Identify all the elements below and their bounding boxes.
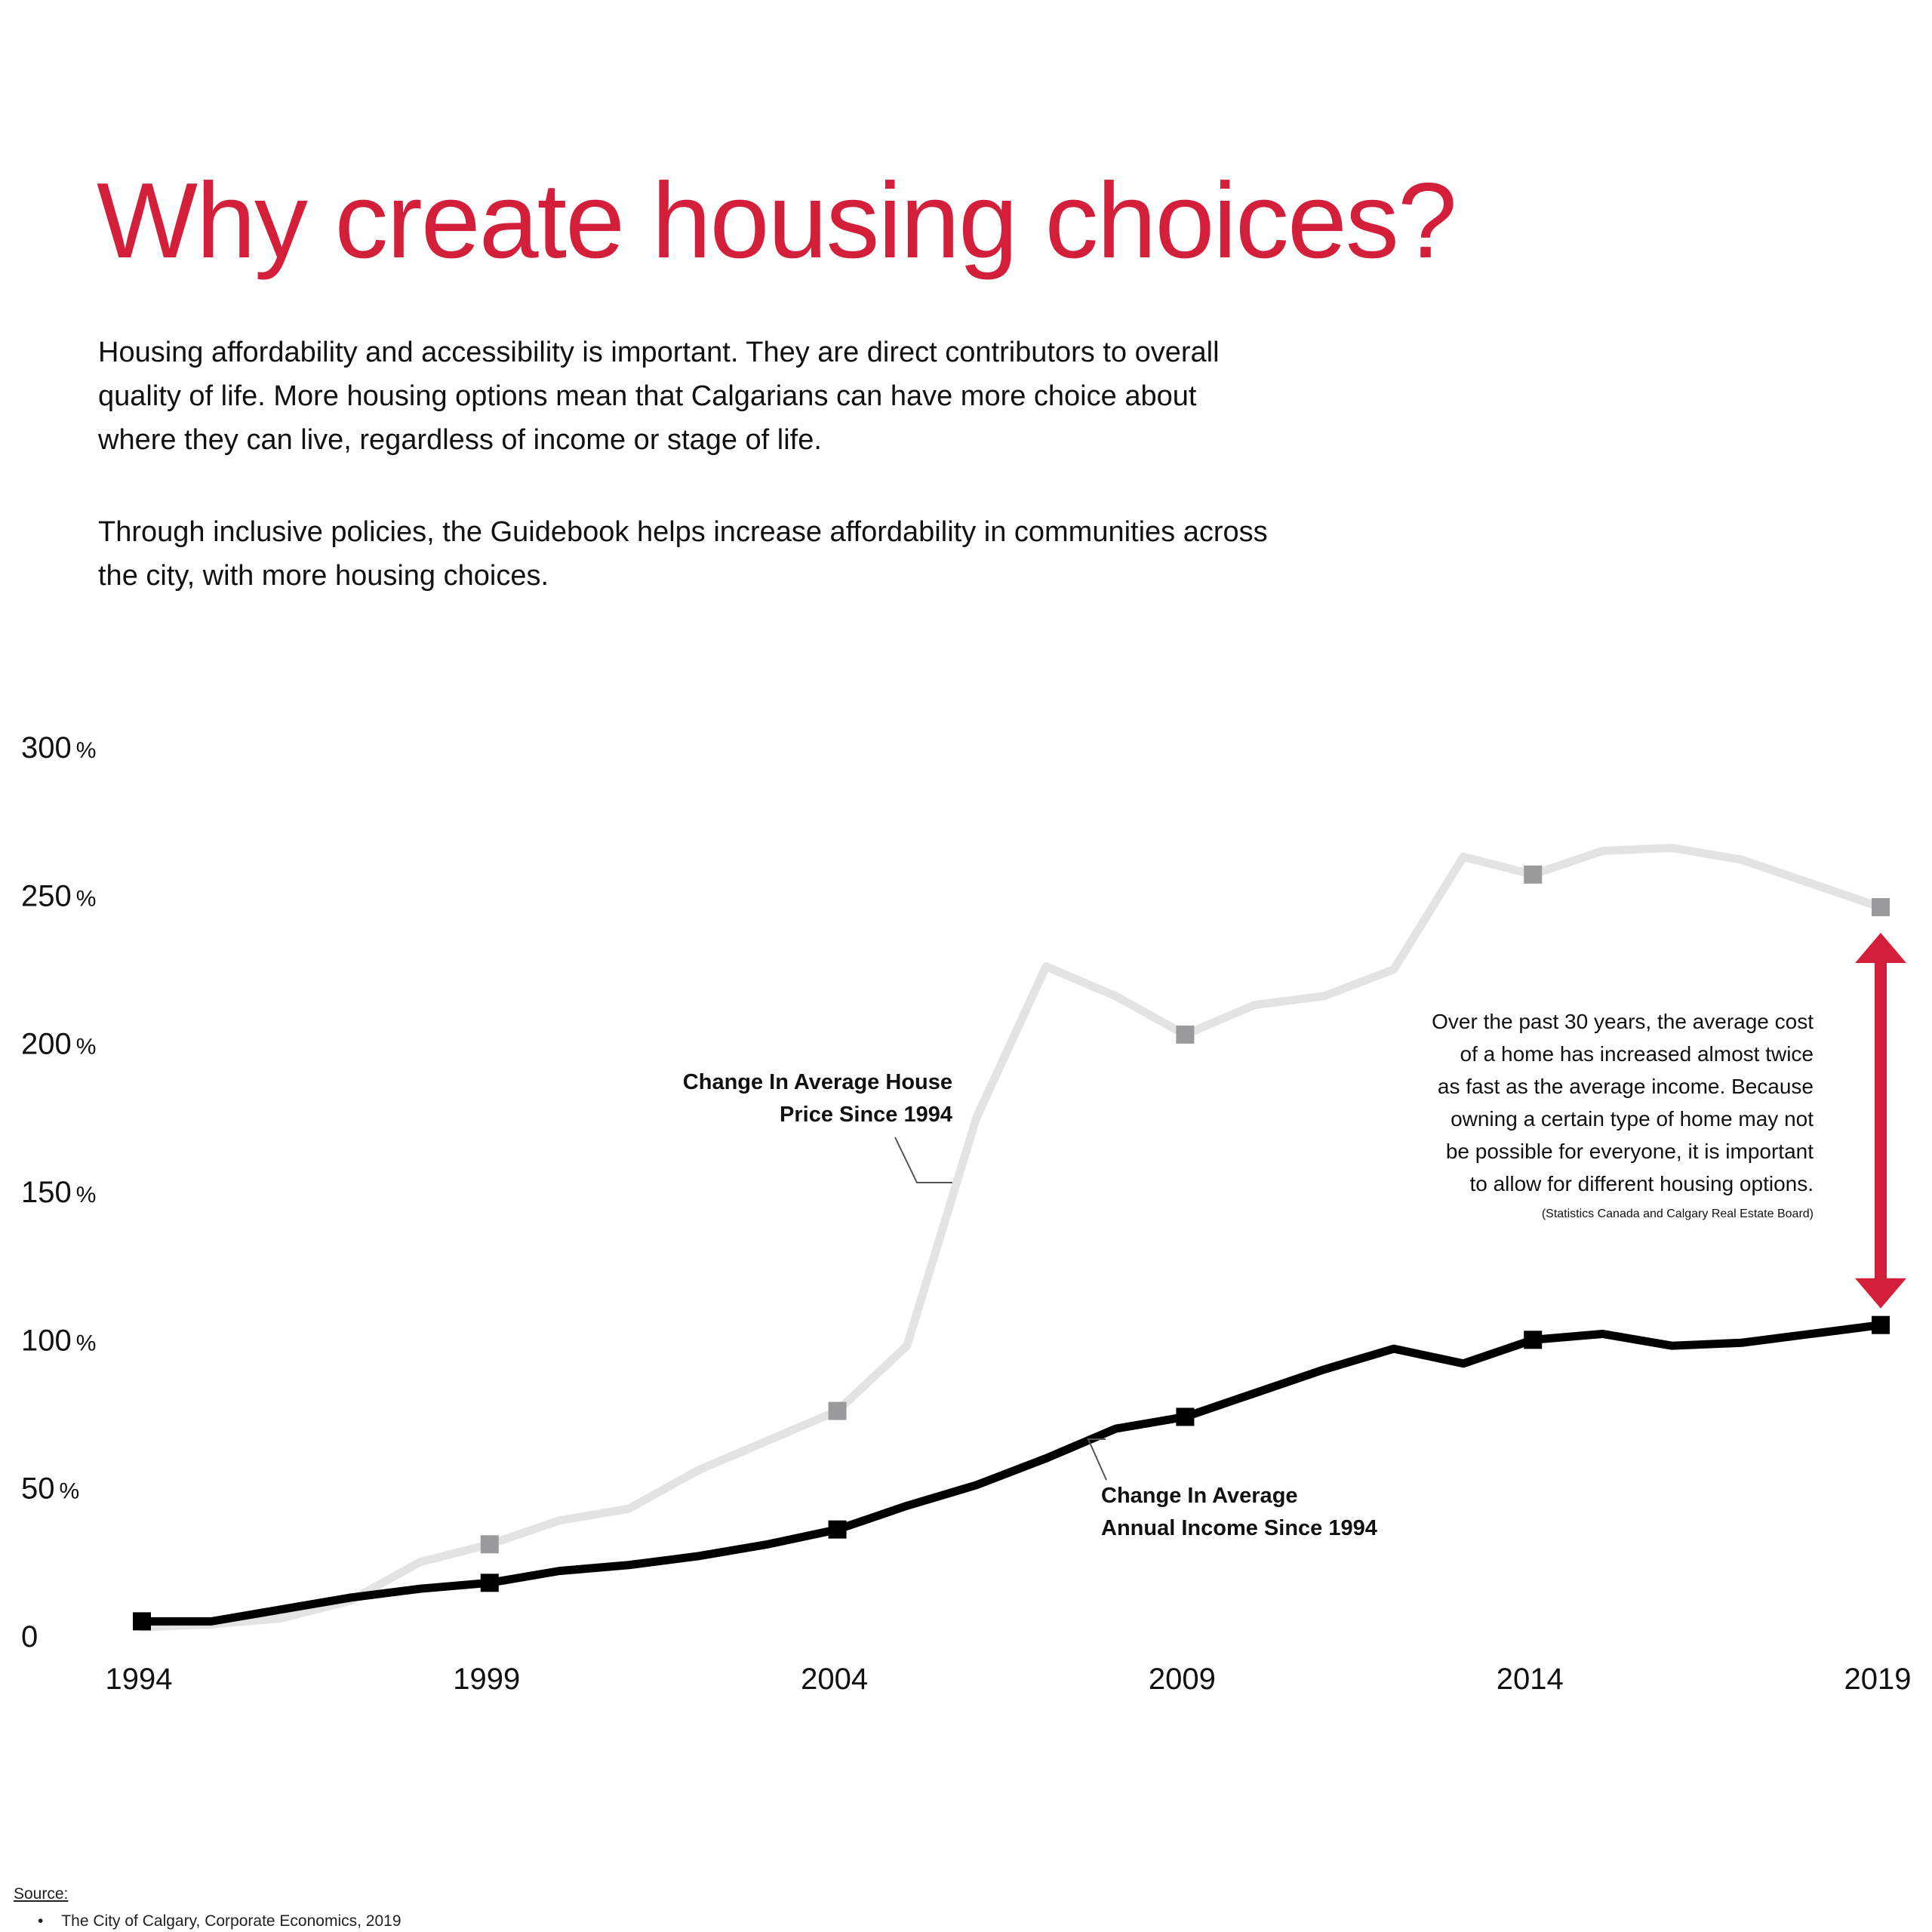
data-point-income-1999 [480, 1574, 499, 1592]
house-price-leader-line [894, 1137, 952, 1183]
series-income [133, 1315, 1890, 1631]
y-tick-unit: % [76, 1035, 97, 1060]
data-point-income-2009 [1176, 1407, 1195, 1426]
y-tick-unit: % [76, 1331, 97, 1355]
y-tick-label: 200% [21, 1028, 96, 1061]
y-tick-number: 150 [21, 1176, 72, 1209]
series-line-house [137, 844, 1885, 1632]
annotation: Over the past 30 years, the average cost… [1432, 933, 1906, 1309]
series-layer [133, 844, 1890, 1632]
data-point-house-2019 [1872, 898, 1890, 917]
annotation-line: as fast as the average income. Because [1438, 1075, 1814, 1098]
y-tick-unit: % [60, 1479, 80, 1504]
annotation-source: (Statistics Canada and Calgary Real Esta… [1542, 1208, 1814, 1220]
data-point-house-2009 [1176, 1025, 1195, 1044]
y-tick-number: 0 [21, 1620, 38, 1654]
x-tick-label: 2009 [1149, 1663, 1216, 1696]
y-tick-label: 250% [21, 879, 96, 912]
x-tick-label: 2004 [801, 1663, 868, 1696]
y-tick-label: 300% [21, 731, 96, 764]
y-tick-unit: % [76, 886, 97, 911]
y-tick-number: 50 [21, 1472, 55, 1506]
annotation-line: owning a certain type of home may not [1451, 1107, 1814, 1131]
y-tick-label: 50% [21, 1472, 79, 1506]
x-axis: 1994 1999 2004 2009 2014 2019 [106, 1663, 1912, 1696]
house-price-label-line: Price Since 1994 [780, 1103, 952, 1127]
annotation-line: Over the past 30 years, the average cost [1432, 1010, 1814, 1033]
intro-paragraph-2: Through inclusive policies, the Guideboo… [98, 516, 1268, 592]
income-label: Change In Average Annual Income Since 199… [1101, 1484, 1377, 1540]
income-leader-line [1087, 1438, 1107, 1481]
difference-arrow [1855, 933, 1906, 1309]
house-price-label-line: Change In Average House [683, 1070, 952, 1094]
difference-arrow-head-up [1855, 933, 1906, 964]
difference-arrow-head-down [1855, 1278, 1906, 1309]
y-tick-label: 150% [21, 1176, 96, 1209]
x-tick-label: 1994 [106, 1663, 173, 1696]
source-item: The City of Calgary, Corporate Economics… [38, 1912, 401, 1930]
y-tick-unit: % [76, 1183, 97, 1208]
data-point-house-2004 [828, 1401, 847, 1420]
source-block: Source: The City of Calgary, Corporate E… [14, 1885, 401, 1930]
labels-layer: Change In Average House Price Since 1994C… [683, 1070, 1377, 1540]
y-tick-number: 300 [21, 731, 72, 764]
annotation-line: of a home has increased almost twice [1460, 1042, 1814, 1066]
y-tick-number: 200 [21, 1028, 72, 1061]
y-tick-label: 100% [21, 1324, 96, 1357]
income-label-line: Annual Income Since 1994 [1101, 1516, 1377, 1540]
data-point-house-2014 [1524, 865, 1543, 884]
source-title: Source: [14, 1885, 69, 1903]
income-label-line: Change In Average [1101, 1484, 1298, 1508]
x-tick-label: 2014 [1497, 1663, 1564, 1696]
data-point-income-2014 [1524, 1331, 1543, 1349]
annotation-line: to allow for different housing options. [1469, 1172, 1814, 1195]
x-tick-label: 1999 [453, 1663, 520, 1696]
y-tick-number: 100 [21, 1324, 72, 1357]
annotation-line: be possible for everyone, it is importan… [1446, 1140, 1814, 1163]
series-line-income [137, 1321, 1885, 1626]
y-tick-label: 0 [21, 1620, 38, 1654]
house-price-label: Change In Average House Price Since 1994 [683, 1070, 952, 1127]
data-point-income-2004 [828, 1520, 847, 1539]
x-tick-label: 2019 [1844, 1663, 1912, 1696]
line-chart: 300 %250 %200 %150 %100 %50 %0 1994 1999 2004 200… [21, 731, 1912, 1696]
data-point-income-2019 [1872, 1315, 1890, 1334]
intro-paragraph-1: Housing affordability and accessibility … [98, 337, 1220, 456]
y-tick-number: 250 [21, 879, 72, 912]
annotation-text: Over the past 30 years, the average cost… [1432, 1010, 1814, 1195]
data-point-house-1999 [480, 1535, 499, 1554]
data-point-income-1994 [133, 1612, 151, 1631]
y-tick-unit: % [76, 738, 97, 763]
page-title: Why create housing choices? [97, 161, 1457, 281]
series-house [137, 844, 1890, 1632]
y-axis: 300 %250 %200 %150 %100 %50 %0 [21, 731, 96, 1654]
